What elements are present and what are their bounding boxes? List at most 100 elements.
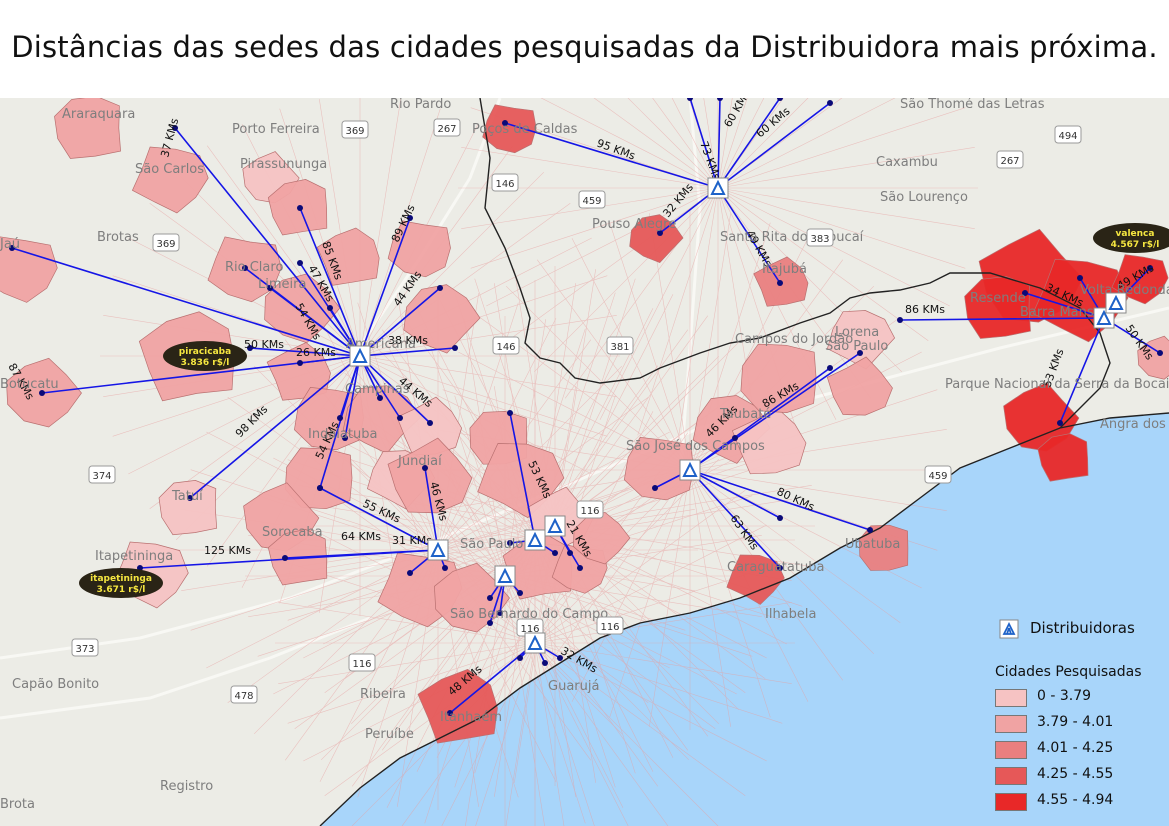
gridline bbox=[504, 575, 737, 695]
legend-distribuidoras-label: Distribuidoras bbox=[1030, 619, 1135, 637]
legend-swatch bbox=[995, 715, 1027, 733]
gridline bbox=[359, 275, 608, 357]
city-center-dot bbox=[342, 435, 348, 441]
gridline bbox=[717, 107, 966, 189]
gridline bbox=[652, 98, 719, 189]
gridline bbox=[504, 575, 716, 730]
gridline bbox=[298, 525, 556, 567]
city-center-dot bbox=[282, 555, 288, 561]
road-shield-number: 459 bbox=[582, 196, 601, 207]
distributor-tent-icon[interactable] bbox=[427, 539, 449, 561]
road-shield-number: 116 bbox=[580, 506, 599, 517]
route-line bbox=[359, 217, 411, 357]
city-center-dot bbox=[867, 527, 873, 533]
gridline bbox=[554, 269, 596, 527]
city-center-dot bbox=[447, 710, 453, 716]
place-label: São José dos Campos bbox=[626, 439, 765, 454]
road-shield-number: 494 bbox=[1058, 131, 1077, 142]
distributor-tent-icon[interactable] bbox=[524, 632, 546, 654]
place-label: Sorocaba bbox=[262, 525, 323, 540]
gridline bbox=[534, 642, 783, 724]
route-line bbox=[424, 467, 439, 551]
road-shield-number: 478 bbox=[234, 691, 253, 702]
gridline bbox=[303, 642, 536, 762]
state-border bbox=[479, 98, 1111, 429]
city-center-dot bbox=[187, 495, 193, 501]
city-center-dot bbox=[577, 565, 583, 571]
road-shield-badge bbox=[596, 616, 624, 635]
distributor-tent-shape bbox=[527, 634, 543, 650]
place-label: Itapetininga bbox=[95, 549, 173, 564]
road-shield-number: 116 bbox=[352, 659, 371, 670]
distance-label: 86 KMs bbox=[905, 303, 945, 316]
city-center-dot bbox=[777, 98, 783, 101]
gridline bbox=[424, 328, 506, 577]
place-label: São Paulo bbox=[460, 537, 523, 552]
city-center-dot bbox=[452, 345, 458, 351]
distributor-tent-icon[interactable] bbox=[494, 565, 516, 587]
gridline bbox=[504, 575, 690, 761]
gridline bbox=[359, 99, 401, 357]
gridline bbox=[486, 187, 719, 307]
distributor-tent-icon[interactable] bbox=[679, 459, 701, 481]
place-label: Limeira bbox=[258, 277, 306, 292]
gridline bbox=[504, 575, 624, 808]
place-labels: Araraquara São Carlos Porto Ferreira Pirass… bbox=[0, 98, 1169, 812]
route-line bbox=[41, 355, 361, 394]
municipality bbox=[731, 407, 807, 475]
gridline bbox=[278, 642, 536, 684]
city-center-dot bbox=[827, 100, 833, 106]
city-center-dot bbox=[397, 415, 403, 421]
place-label: Capão Bonito bbox=[12, 677, 99, 692]
gridline bbox=[534, 642, 719, 826]
distributor-tent-icon[interactable] bbox=[524, 529, 546, 551]
route-line bbox=[899, 317, 1105, 321]
road-shield-badge bbox=[71, 638, 99, 657]
road-shields: 369 267 146 459 383 494 267 369 146 381 374 116 373 1… bbox=[71, 118, 1082, 704]
municipality bbox=[284, 447, 353, 510]
municipality bbox=[858, 524, 909, 571]
gridline bbox=[319, 99, 361, 357]
place-label: Ubatuba bbox=[845, 537, 900, 552]
legend-swatch bbox=[995, 767, 1027, 785]
gridline bbox=[359, 171, 545, 357]
legend-class-label: 4.55 - 4.94 bbox=[1037, 792, 1114, 808]
place-label: São Lourenço bbox=[880, 190, 968, 205]
coastline bbox=[319, 412, 1169, 826]
distributor-tent-shape bbox=[710, 179, 726, 195]
road-shield-badge bbox=[576, 500, 604, 519]
gridline bbox=[554, 315, 709, 527]
callout-bubble bbox=[79, 568, 163, 598]
route-line bbox=[189, 355, 361, 499]
legend-class-label: 4.01 - 4.25 bbox=[1037, 740, 1114, 756]
gridline bbox=[504, 575, 586, 824]
distributor-tent-icon[interactable] bbox=[349, 345, 371, 367]
gridline bbox=[689, 469, 901, 624]
road-shield-badge bbox=[996, 150, 1024, 169]
gridline bbox=[571, 469, 691, 702]
gridline bbox=[504, 575, 659, 787]
road-shield-number: 381 bbox=[610, 342, 629, 353]
gridline bbox=[534, 489, 746, 644]
distributor-tent-icon[interactable] bbox=[707, 177, 729, 199]
gridline bbox=[717, 98, 843, 189]
distributors[interactable] bbox=[349, 177, 1127, 654]
route-line bbox=[1059, 317, 1105, 424]
gridline bbox=[359, 355, 617, 397]
place-label: Brota bbox=[0, 797, 35, 812]
gridline bbox=[609, 222, 691, 471]
city-center-dot bbox=[717, 98, 723, 101]
city-center-dot bbox=[897, 317, 903, 323]
legend-swatch bbox=[995, 793, 1027, 811]
road-shield: 383 bbox=[806, 228, 834, 247]
gridline bbox=[717, 187, 950, 307]
road-shield-number: 383 bbox=[810, 234, 829, 245]
municipality bbox=[434, 562, 510, 633]
distributor-tent-shape bbox=[527, 531, 543, 547]
gridline bbox=[359, 202, 571, 357]
distributor-tent-shape bbox=[430, 541, 446, 557]
city-center-dot bbox=[407, 215, 413, 221]
distributor-tent-icon[interactable] bbox=[544, 515, 566, 537]
distributor-tent-icon[interactable] bbox=[1105, 292, 1127, 314]
